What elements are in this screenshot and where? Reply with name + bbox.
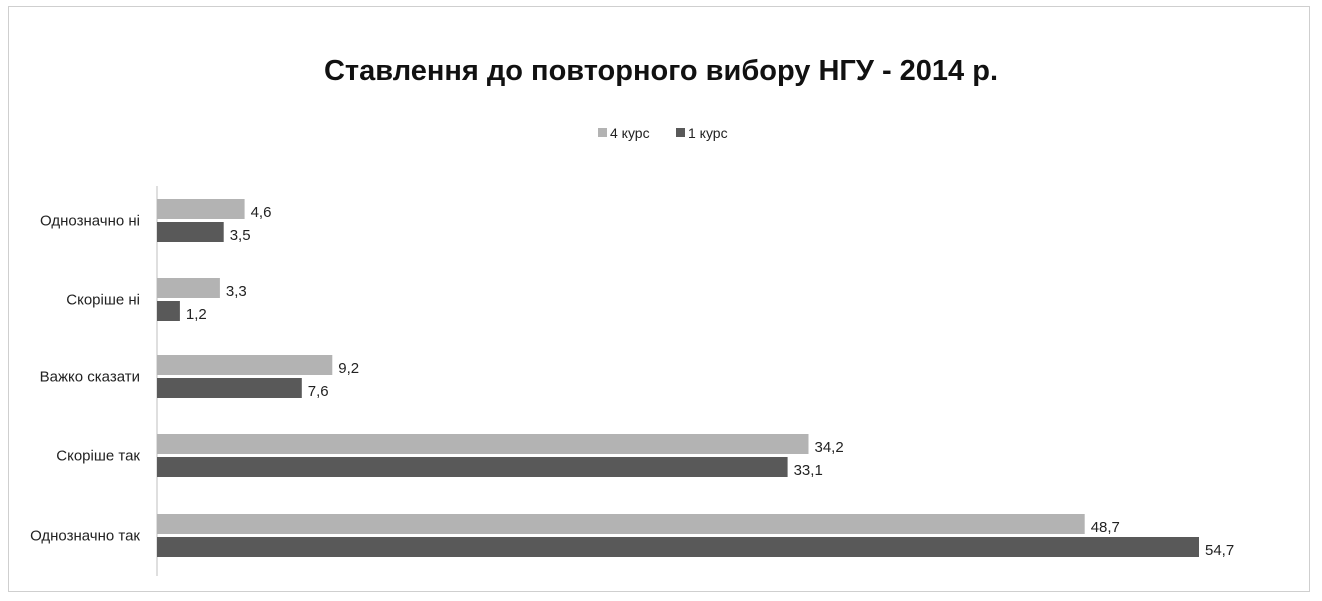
legend: 4 курс 1 курс (598, 125, 728, 141)
bar-1-kurs (157, 537, 1199, 557)
bar-1-kurs (157, 457, 788, 477)
bar-1-kurs (157, 378, 302, 398)
category-label: Однозначно ні (40, 213, 140, 230)
data-label: 54,7 (1205, 542, 1234, 559)
data-label: 9,2 (338, 360, 359, 377)
bars-group (157, 199, 1199, 557)
data-label: 3,5 (230, 227, 251, 244)
category-label: Однозначно так (30, 528, 140, 545)
category-label: Важко сказати (40, 369, 140, 386)
data-label: 1,2 (186, 306, 207, 323)
bar-4-kurs (157, 434, 809, 454)
data-label: 48,7 (1091, 519, 1120, 536)
data-label: 34,2 (815, 439, 844, 456)
data-label: 3,3 (226, 283, 247, 300)
legend-label-4-kurs: 4 курс (610, 125, 650, 141)
data-label: 7,6 (308, 383, 329, 400)
bar-4-kurs (157, 514, 1085, 534)
data-label: 33,1 (794, 462, 823, 479)
data-labels: 4,63,5 3,3 1,2 9,2 7,6 34,2 33,1 48,7 54,7 (186, 204, 1234, 559)
bar-4-kurs (157, 199, 245, 219)
data-label: 4,6 (251, 204, 272, 221)
category-labels: Однозначно ні Скоріше ні Важко сказати Скор… (30, 213, 140, 545)
chart-title: Ставлення до повторного вибору НГУ - 201… (324, 55, 998, 87)
bar-1-kurs (157, 301, 180, 321)
legend-swatch-1-kurs (676, 128, 685, 137)
category-label: Скоріше так (56, 448, 140, 465)
bar-4-kurs (157, 278, 220, 298)
chart-frame (8, 6, 1310, 592)
category-label: Скоріше ні (66, 292, 140, 309)
bar-4-kurs (157, 355, 333, 375)
bar-1-kurs (157, 222, 224, 242)
legend-swatch-4-kurs (598, 128, 607, 137)
legend-label-1-kurs: 1 курс (688, 125, 728, 141)
